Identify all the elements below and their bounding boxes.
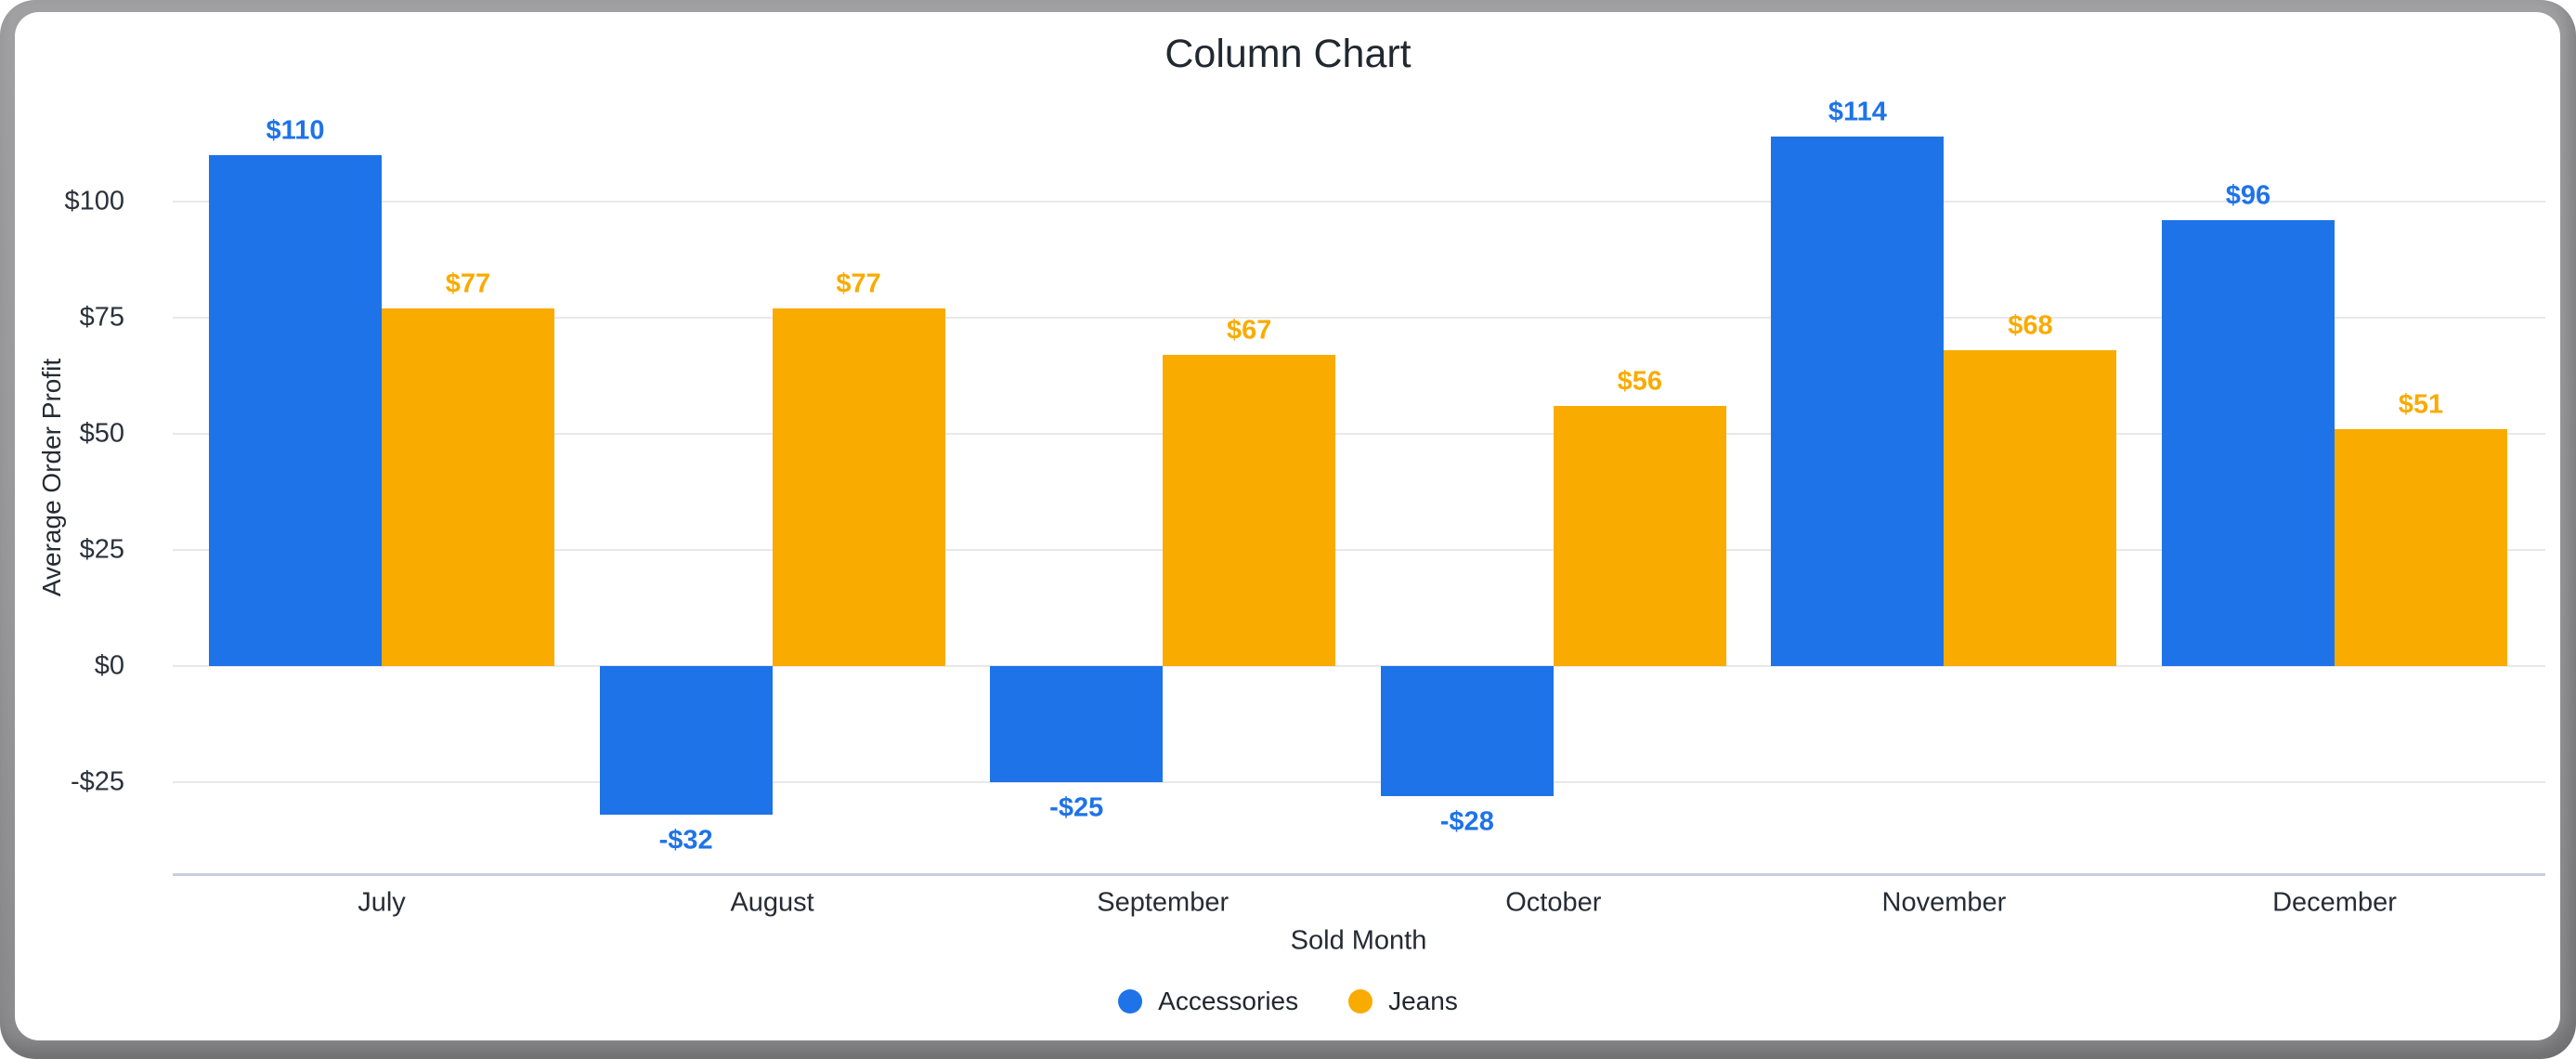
gridline [173, 433, 2545, 435]
x-axis-tick-label: September [1097, 887, 1229, 918]
bar-value-label: $56 [1617, 366, 1662, 397]
bar-value-label: -$25 [1049, 792, 1104, 823]
bar-value-label: $68 [2008, 310, 2053, 341]
y-axis-tick-label: $50 [79, 418, 124, 449]
legend-color-dot-icon [1118, 989, 1143, 1013]
x-axis-tick-label: July [358, 887, 406, 918]
legend-item-accessories[interactable]: Accessories [1118, 987, 1298, 1016]
y-axis-tick-label: $75 [79, 302, 124, 333]
x-axis-title: Sold Month [1290, 925, 1427, 956]
bar-jeans-november[interactable] [1944, 350, 2117, 666]
bar-jeans-october[interactable] [1553, 406, 1726, 666]
legend-color-dot-icon [1348, 989, 1373, 1013]
legend-item-jeans[interactable]: Jeans [1348, 987, 1458, 1016]
x-axis-tick-label: August [730, 887, 814, 918]
x-axis-line [173, 873, 2545, 876]
bar-value-label: $96 [2225, 180, 2271, 211]
bar-accessories-november[interactable] [1771, 137, 1945, 666]
bar-value-label: -$32 [658, 825, 713, 856]
bar-jeans-december[interactable] [2335, 429, 2507, 666]
y-axis-tick-label: -$25 [70, 766, 124, 797]
bar-value-label: $51 [2398, 389, 2444, 420]
bar-value-label: -$28 [1439, 806, 1494, 837]
bar-accessories-september[interactable] [990, 666, 1164, 782]
gridline [173, 781, 2545, 783]
y-axis-title: Average Order Profit [37, 358, 66, 597]
legend-item-label: Accessories [1158, 987, 1299, 1015]
bar-value-label: $110 [266, 115, 325, 146]
bar-accessories-august[interactable] [599, 666, 773, 815]
x-axis-tick-label: December [2272, 887, 2397, 918]
bar-jeans-july[interactable] [382, 308, 554, 666]
gridline [173, 665, 2545, 667]
y-axis-tick-label: $100 [64, 186, 124, 216]
bar-accessories-october[interactable] [1380, 666, 1554, 796]
bar-jeans-august[interactable] [772, 308, 945, 666]
bar-value-label: $67 [1226, 315, 1272, 346]
bar-value-label: $77 [445, 268, 491, 299]
bar-value-label: $114 [1828, 97, 1887, 127]
gridline [173, 317, 2545, 319]
x-axis-tick-label: October [1505, 887, 1602, 918]
bar-jeans-september[interactable] [1163, 355, 1336, 666]
legend: Accessories Jeans [0, 987, 2576, 1016]
legend-item-label: Jeans [1388, 987, 1458, 1015]
chart-title: Column Chart [1164, 32, 1412, 76]
y-axis-tick-label: $0 [94, 650, 124, 681]
bar-accessories-july[interactable] [209, 155, 382, 666]
gridline [173, 201, 2545, 203]
y-axis-tick-label: $25 [79, 534, 124, 565]
gridline [173, 549, 2545, 551]
bar-accessories-december[interactable] [2162, 220, 2335, 666]
x-axis-tick-label: November [1881, 887, 2007, 918]
bar-value-label: $77 [836, 268, 881, 299]
